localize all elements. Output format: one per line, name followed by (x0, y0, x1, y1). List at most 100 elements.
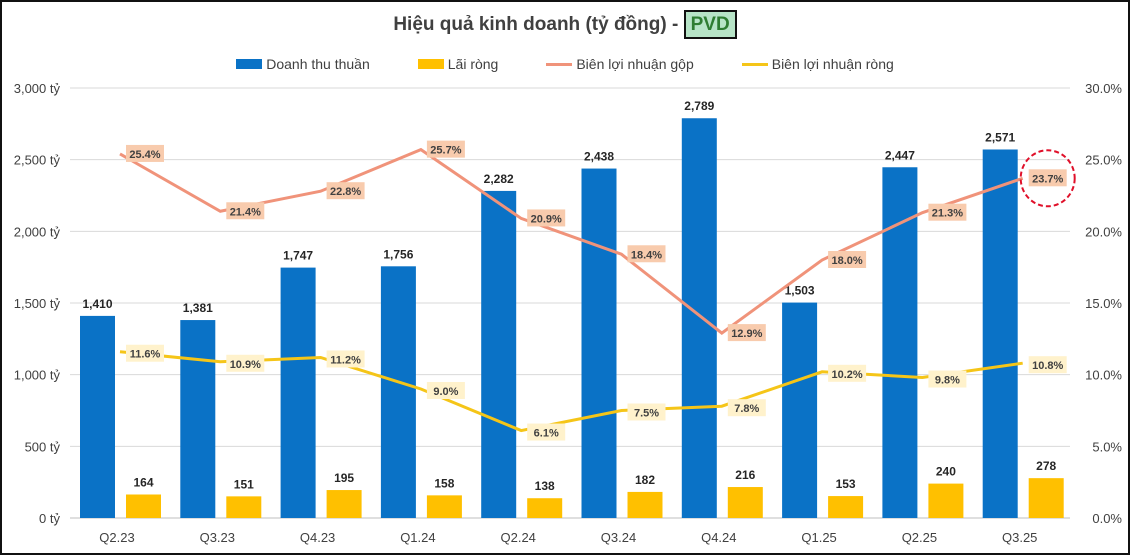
legend-label: Biên lợi nhuận ròng (771, 56, 894, 72)
x-tick-label: Q2.24 (500, 530, 535, 545)
left-tick-label: 0 tỷ (39, 511, 60, 526)
right-tick-label: 15.0% (1085, 296, 1122, 311)
bar-data-label: 2,282 (484, 172, 514, 186)
legend-label: Doanh thu thuần (266, 56, 370, 72)
left-tick-label: 2,000 tỷ (14, 224, 61, 239)
revenue-bar (80, 315, 115, 518)
net-margin-data-label: 9.8% (935, 375, 960, 387)
bar-data-label: 2,789 (684, 99, 714, 113)
right-tick-label: 25.0% (1085, 153, 1122, 168)
net-margin-data-label: 7.5% (634, 408, 659, 420)
gross-margin-label-bg (326, 182, 365, 200)
gross-margin-label-bg (727, 324, 766, 342)
net-profit-bar (1028, 478, 1064, 518)
net-margin-label-bg (627, 403, 666, 421)
revenue-bar (782, 302, 818, 518)
net-margin-label-bg (426, 382, 465, 399)
x-tick-label: Q1.24 (400, 530, 435, 545)
net-margin-data-label: 10.2% (831, 369, 862, 381)
x-tick-label: Q3.25 (1002, 530, 1037, 545)
net-margin-label-bg (928, 370, 967, 388)
net-profit-bar (928, 483, 964, 518)
revenue-bar (982, 149, 1018, 519)
gross-margin-label-bg (928, 203, 967, 221)
gross-margin-label-bg (527, 209, 566, 227)
net-margin-label-bg (326, 350, 365, 368)
bar-data-label: 138 (535, 479, 555, 493)
gross-margin-label-bg (627, 245, 666, 263)
x-tick-label: Q2.23 (99, 530, 134, 545)
legend-revenue: Doanh thu thuần (236, 56, 370, 72)
right-tick-label: 0.0% (1092, 511, 1122, 526)
x-tick-label: Q2.25 (902, 530, 937, 545)
revenue-bar (882, 167, 918, 518)
bar-data-label: 1,503 (785, 284, 815, 298)
bar-data-label: 164 (133, 475, 153, 489)
revenue-bar (280, 267, 316, 518)
bar-data-label: 278 (1036, 459, 1056, 473)
legend-gross-margin: Biên lợi nhuận gộp (546, 56, 694, 72)
net-margin-label-bg (1028, 356, 1067, 374)
net-margin-data-label: 10.9% (230, 359, 261, 371)
ticker-badge: PVD (683, 10, 737, 39)
x-tick-label: Q4.23 (300, 530, 335, 545)
revenue-bar (581, 168, 617, 518)
right-tick-label: 5.0% (1092, 439, 1122, 454)
net-profit-bar (426, 495, 462, 518)
legend: Doanh thu thuần Lãi ròng Biên lợi nhuận … (2, 56, 1128, 72)
net-margin-label-bg (527, 423, 566, 441)
net-profit-bar (828, 496, 864, 518)
gross-margin-label-bg (426, 140, 465, 158)
gross-margin-data-label: 21.3% (932, 208, 963, 220)
net-profit-bar (727, 487, 763, 518)
left-tick-label: 3,000 tỷ (14, 81, 61, 96)
x-tick-label: Q3.23 (200, 530, 235, 545)
x-tick-label: Q1.25 (801, 530, 836, 545)
right-tick-label: 20.0% (1085, 224, 1122, 239)
gross-margin-data-label: 25.4% (129, 149, 160, 161)
net-margin-line (119, 350, 1023, 433)
left-tick-label: 1,500 tỷ (14, 296, 61, 311)
net-margin-label-bg (828, 364, 867, 382)
net-margin-data-label: 7.8% (734, 403, 759, 415)
revenue-bar (180, 320, 216, 518)
bar-data-label: 240 (936, 465, 956, 479)
bar-data-label: 182 (635, 473, 655, 487)
legend-swatch (546, 62, 573, 66)
gross-margin-line (119, 147, 1024, 335)
bar-data-label: 1,410 (82, 297, 112, 311)
left-tick-label: 500 tỷ (25, 439, 61, 454)
bar-data-label: 1,747 (283, 249, 313, 263)
right-tick-label: 10.0% (1085, 368, 1122, 383)
highlight-circle (1019, 149, 1076, 208)
x-tick-label: Q4.24 (701, 530, 736, 545)
net-profit-bar (126, 494, 161, 518)
gross-margin-data-label: 25.7% (430, 145, 461, 157)
title-text: Hiệu quả kinh doanh (tỷ đồng) - (393, 14, 684, 35)
net-margin-label-bg (226, 354, 265, 372)
gross-margin-data-label: 18.0% (831, 255, 862, 267)
revenue-bar (681, 118, 717, 518)
right-tick-label: 30.0% (1085, 81, 1122, 96)
bar-data-label: 151 (234, 477, 254, 491)
legend-swatch (741, 62, 768, 66)
net-margin-data-label: 6.1% (534, 428, 559, 440)
revenue-bar (481, 190, 517, 518)
bar-data-label: 158 (434, 476, 454, 490)
legend-label: Biên lợi nhuận gộp (576, 56, 694, 72)
gross-margin-data-label: 18.4% (631, 249, 662, 261)
gross-margin-label-bg (828, 251, 867, 268)
net-profit-bar (226, 496, 262, 518)
chart-title: Hiệu quả kinh doanh (tỷ đồng) - PVD (2, 10, 1128, 39)
gross-margin-label-bg (1028, 169, 1067, 187)
gross-margin-data-label: 20.9% (531, 213, 562, 225)
net-margin-label-bg (126, 344, 164, 362)
net-margin-data-label: 9.0% (433, 386, 458, 398)
net-margin-data-label: 11.6% (130, 349, 161, 361)
legend-swatch (236, 59, 263, 69)
gross-margin-data-label: 21.4% (230, 206, 261, 218)
bar-data-label: 2,438 (584, 150, 614, 164)
x-tick-label: Q3.24 (601, 530, 636, 545)
